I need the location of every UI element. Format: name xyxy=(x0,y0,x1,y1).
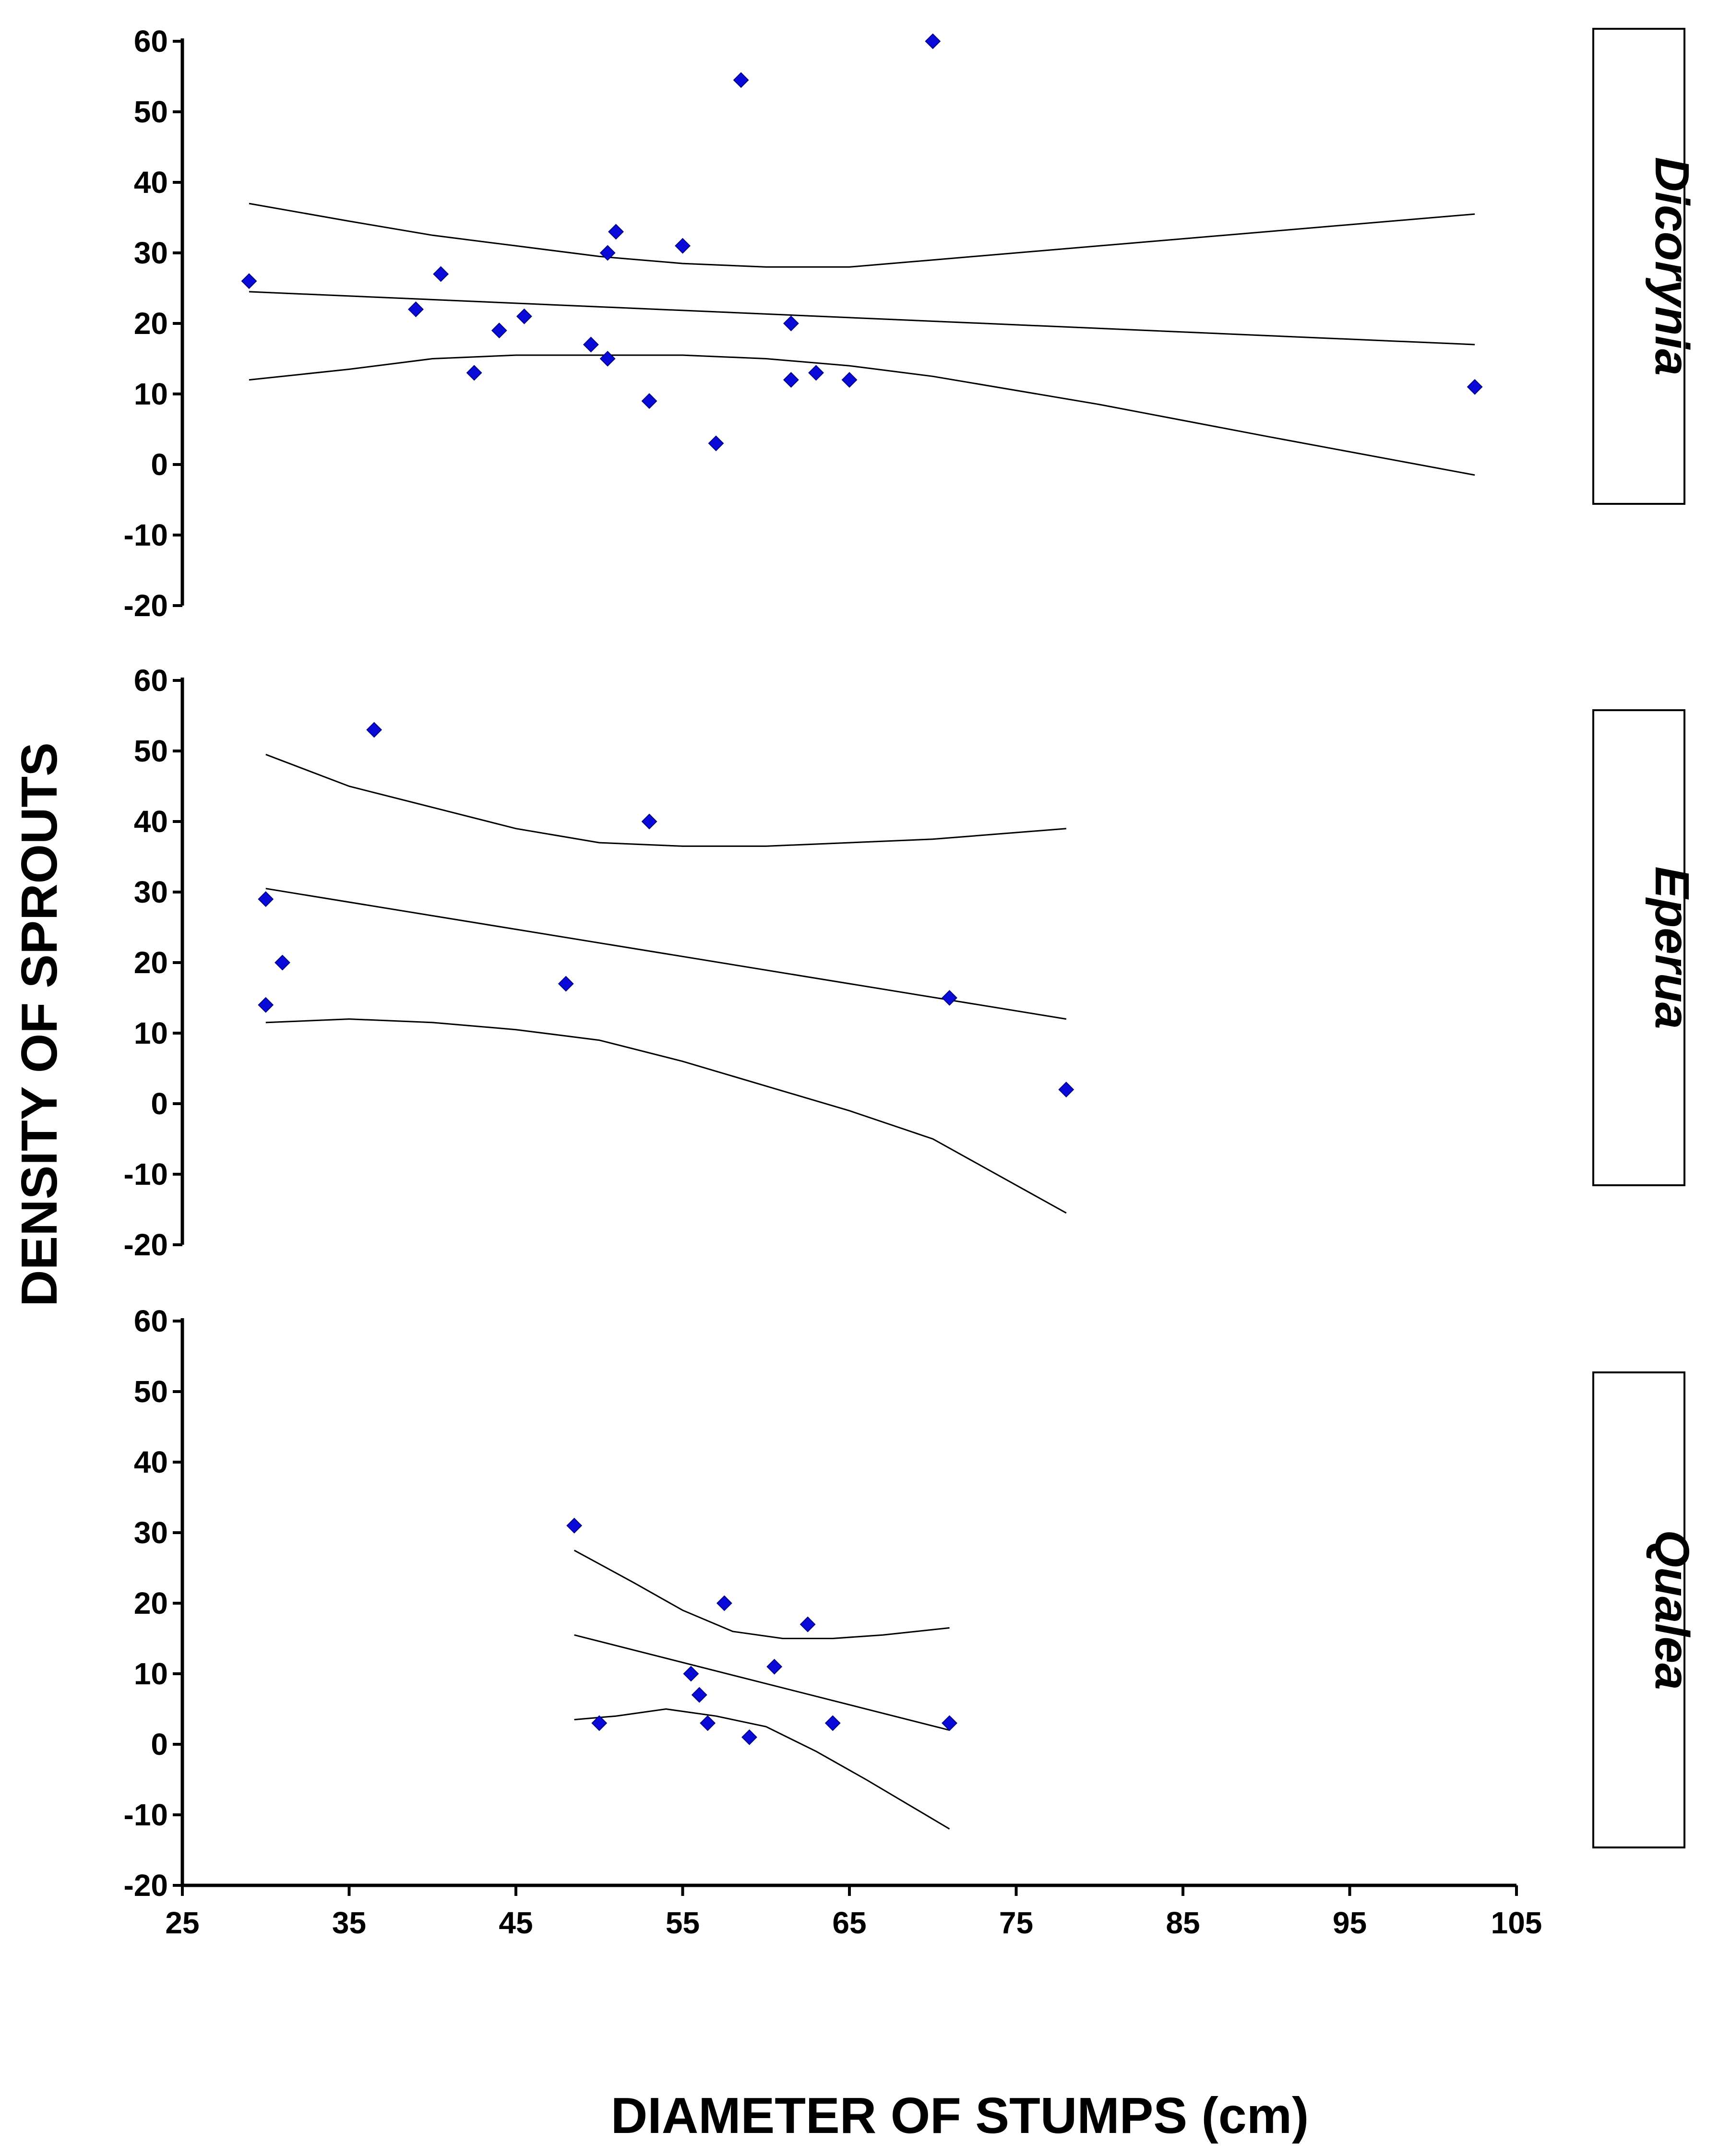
data-point xyxy=(942,1715,957,1731)
data-point xyxy=(641,813,657,830)
upper-confidence-band xyxy=(573,1549,950,1639)
data-point xyxy=(1058,1082,1074,1098)
data-point xyxy=(708,435,724,452)
species-label: Eperua xyxy=(1645,866,1699,1029)
data-point xyxy=(583,336,599,353)
species-label-box xyxy=(1592,1371,1685,1848)
species-label-box xyxy=(1592,28,1685,505)
data-point xyxy=(608,224,624,240)
y-tick-label: 10 xyxy=(134,1016,168,1050)
y-tick-label: -20 xyxy=(124,1227,168,1262)
x-tick-label: 105 xyxy=(1491,1906,1542,1940)
lower-confidence-band xyxy=(574,1708,950,1830)
y-tick-label: 20 xyxy=(134,1586,168,1620)
data-point xyxy=(433,266,449,282)
y-tick-label: -10 xyxy=(124,1798,168,1832)
data-point xyxy=(733,72,749,88)
x-axis: 25 35 45 55 65 75 85 95 105 xyxy=(165,1883,1542,1940)
y-tick-label: 10 xyxy=(134,1656,168,1691)
y-tick-label: 30 xyxy=(134,236,168,270)
x-tick-label: 55 xyxy=(666,1906,700,1940)
lower-confidence-band xyxy=(249,354,1475,476)
species-label: Dicorynia xyxy=(1645,157,1699,376)
y-tick-label: 40 xyxy=(134,165,168,200)
data-point xyxy=(783,315,799,332)
x-tick-label: 25 xyxy=(165,1906,199,1940)
regression-line xyxy=(574,1634,950,1731)
data-point xyxy=(675,238,691,254)
y-tick-label: 20 xyxy=(134,945,168,980)
y-tick-label: -10 xyxy=(124,1157,168,1191)
y-tick-label: -20 xyxy=(124,588,168,623)
panel-dicorynia: 60 50 40 30 20 10 0 -10 -20 Dicorynia xyxy=(124,24,1699,623)
data-point xyxy=(683,1666,699,1682)
data-point xyxy=(1467,379,1483,395)
panels-group: 60 50 40 30 20 10 0 -10 -20 Dicorynia 60 50 40 30 20 10… xyxy=(124,24,1699,1903)
y-tick-label: 20 xyxy=(134,306,168,341)
data-point xyxy=(516,308,532,324)
panel-eperua: 60 50 40 30 20 10 0 -10 -20 Eperua xyxy=(124,663,1699,1262)
y-tick-label: -20 xyxy=(124,1868,168,1903)
upper-confidence-band xyxy=(265,753,1066,847)
data-point xyxy=(741,1729,757,1745)
y-tick-label: 0 xyxy=(151,1727,168,1762)
x-axis-title: DIAMETER OF STUMPS (cm) xyxy=(611,2087,1309,2144)
regression-line xyxy=(265,888,1067,1020)
data-point xyxy=(691,1687,707,1703)
data-point xyxy=(942,990,957,1006)
y-tick-label: 60 xyxy=(134,24,168,59)
y-tick-label: 50 xyxy=(134,95,168,129)
x-tick-label: 85 xyxy=(1166,1906,1200,1940)
y-tick-label: 60 xyxy=(134,663,168,698)
data-point xyxy=(800,1616,816,1632)
data-point xyxy=(808,365,824,381)
data-point xyxy=(700,1715,716,1731)
regression-line xyxy=(249,291,1475,345)
y-axis-title: DENSITY OF SPROUTS xyxy=(11,742,68,1307)
data-point xyxy=(275,954,290,971)
y-tick-label: -10 xyxy=(124,518,168,552)
data-point xyxy=(258,891,274,907)
upper-confidence-band xyxy=(249,202,1475,268)
y-tick-label: 60 xyxy=(134,1304,168,1338)
data-point xyxy=(841,372,858,388)
data-point xyxy=(241,273,257,289)
data-point xyxy=(591,1715,608,1731)
data-point xyxy=(558,976,574,992)
y-tick-label: 50 xyxy=(134,734,168,768)
y-tick-label: 30 xyxy=(134,875,168,909)
data-point xyxy=(925,33,941,49)
data-point xyxy=(716,1595,732,1611)
y-tick-label: 10 xyxy=(134,377,168,411)
x-tick-label: 35 xyxy=(332,1906,366,1940)
x-tick-label: 45 xyxy=(499,1906,533,1940)
data-point xyxy=(566,1517,583,1534)
species-label-box xyxy=(1592,709,1685,1186)
data-point xyxy=(824,1715,841,1731)
y-tick-label: 30 xyxy=(134,1515,168,1550)
data-point xyxy=(408,301,424,318)
data-point xyxy=(366,722,382,738)
data-point xyxy=(783,372,799,388)
y-tick-label: 50 xyxy=(134,1374,168,1409)
x-tick-label: 65 xyxy=(832,1906,866,1940)
species-label: Qualea xyxy=(1645,1530,1699,1690)
data-point xyxy=(766,1658,783,1675)
data-point xyxy=(599,245,616,261)
x-tick-label: 95 xyxy=(1333,1906,1367,1940)
data-point xyxy=(599,351,616,367)
panel-qualea: 60 50 40 30 20 10 0 -10 -20 Qualea xyxy=(124,1304,1699,1903)
data-point xyxy=(491,322,507,339)
data-point xyxy=(641,393,657,409)
lower-confidence-band xyxy=(265,1018,1067,1214)
data-point xyxy=(466,365,482,381)
y-tick-label: 0 xyxy=(151,447,168,482)
y-tick-label: 40 xyxy=(134,804,168,839)
data-point xyxy=(258,997,274,1013)
y-tick-label: 40 xyxy=(134,1445,168,1479)
x-tick-label: 75 xyxy=(999,1906,1033,1940)
y-tick-label: 0 xyxy=(151,1086,168,1121)
